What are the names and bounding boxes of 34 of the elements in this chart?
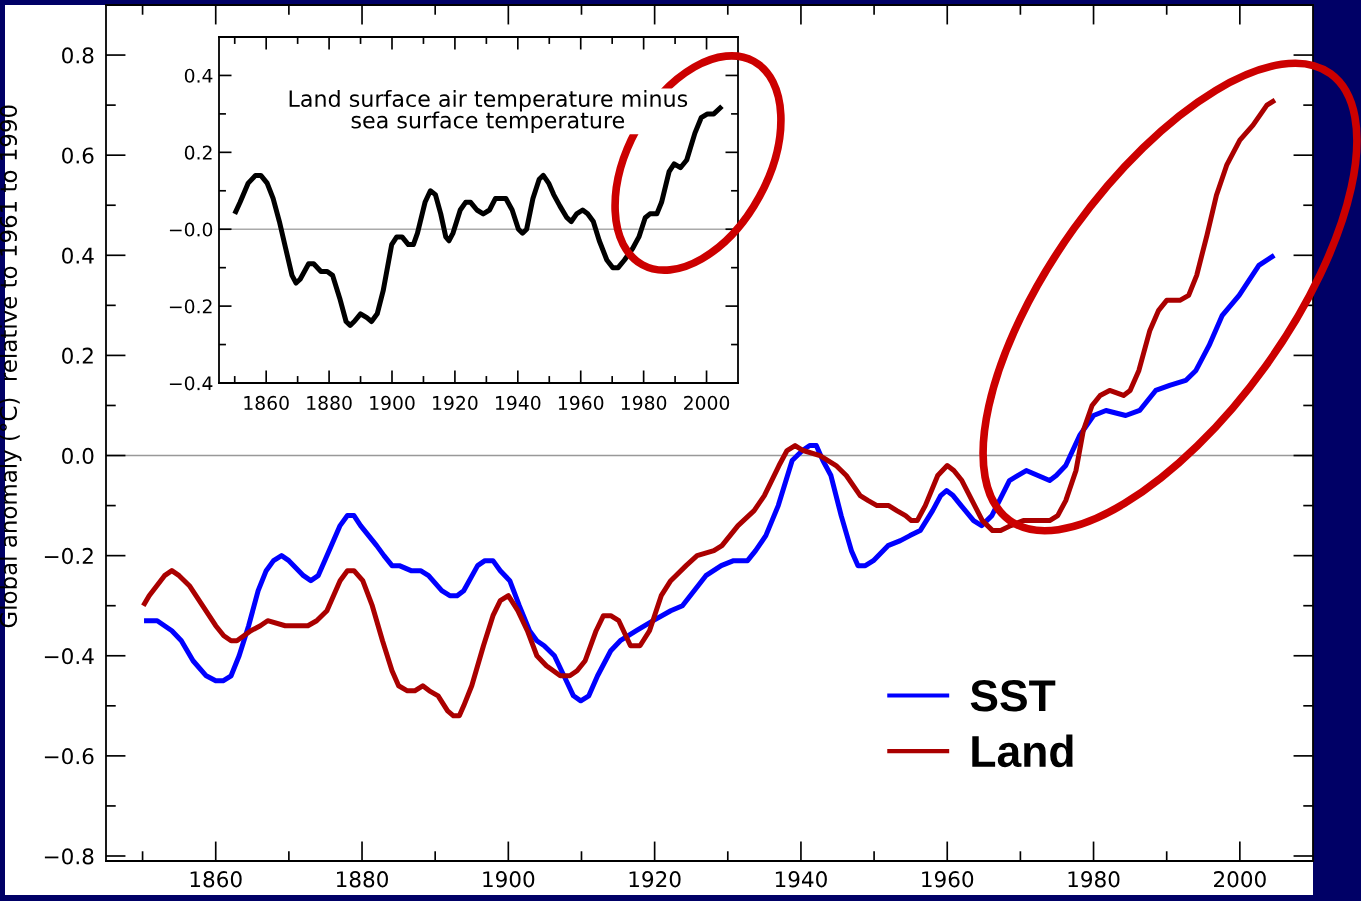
y-tick-label: 0.2	[62, 347, 93, 364]
y-tick-label: −0.8	[44, 848, 94, 865]
y-tick-label: 0.6	[62, 147, 94, 164]
y-tick-label: −0.2	[169, 299, 212, 314]
x-tick-label: 1960	[558, 395, 604, 411]
legend-label: SST	[970, 680, 1056, 712]
annotation: Land surface air temperature minus sea surface temperature	[289, 89, 688, 133]
y-tick-label: 0.8	[62, 47, 94, 64]
x-tick-label: 1880	[337, 871, 388, 888]
x-tick-label: 1860	[190, 871, 242, 888]
y-tick-label: −0.2	[44, 547, 93, 565]
x-tick-label: 1860	[244, 395, 289, 411]
y-tick-label: 0.2	[184, 145, 212, 160]
x-tick-label: 1960	[922, 871, 974, 888]
x-tick-label: 1940	[496, 395, 541, 411]
x-tick-label: 1920	[433, 395, 478, 411]
y-tick-label: −0.6	[44, 748, 94, 765]
x-tick-label: 1980	[621, 395, 667, 411]
y-tick-label: 0.4	[184, 68, 213, 83]
y-axis-title: Global anomaly (°C) relative to 1961 to 1990	[0, 105, 22, 628]
y-tick-label: 0.4	[62, 247, 94, 264]
y-tick-label: −0.4	[44, 647, 94, 665]
x-tick-label: 2000	[684, 395, 730, 411]
y-tick-label: −0.4	[169, 376, 213, 391]
y-tick-label: −0.0	[169, 222, 213, 237]
x-tick-label: 1900	[483, 871, 535, 888]
x-tick-label: 2000	[1214, 871, 1266, 888]
x-tick-label: 1980	[1068, 871, 1120, 888]
legend-label: Land	[972, 734, 1073, 768]
y-tick-label: 0.0	[62, 447, 94, 465]
x-tick-label: 1900	[370, 395, 415, 411]
x-tick-label: 1920	[629, 871, 681, 888]
x-tick-label: 1940	[775, 871, 827, 888]
x-tick-label: 1880	[307, 395, 352, 411]
